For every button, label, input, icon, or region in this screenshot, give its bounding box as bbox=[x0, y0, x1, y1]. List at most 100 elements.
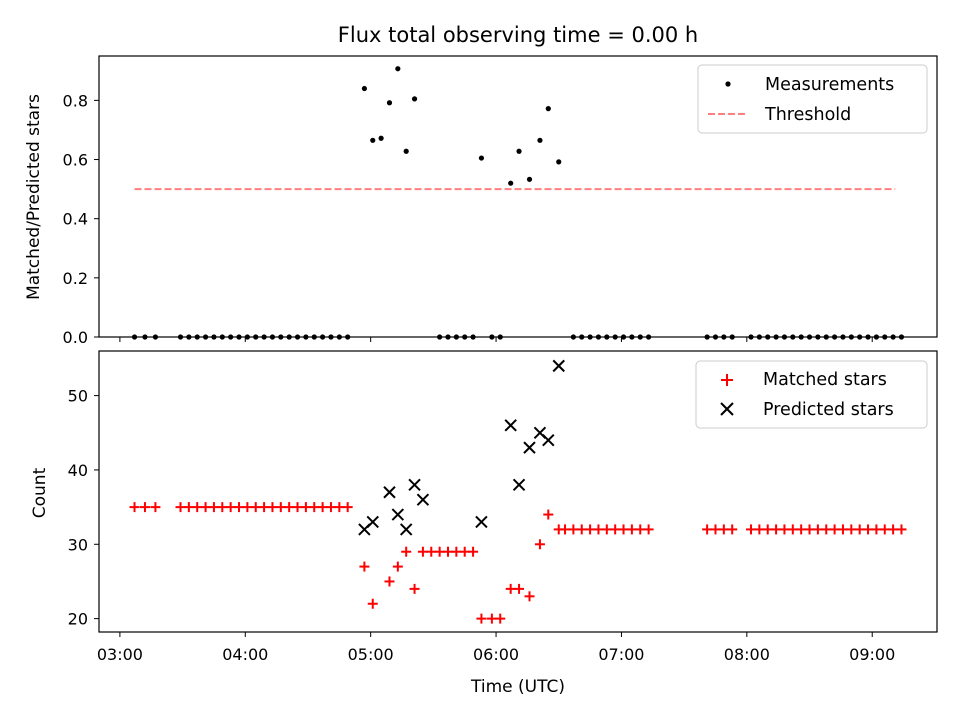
predicted-star-point bbox=[523, 441, 536, 454]
matched-star-point bbox=[200, 502, 211, 513]
x-tick-label: 06:00 bbox=[473, 645, 519, 664]
matched-star-point bbox=[208, 502, 219, 513]
matched-star-point bbox=[367, 598, 378, 609]
x-tick-label: 09:00 bbox=[849, 645, 895, 664]
matched-star-point bbox=[384, 576, 395, 587]
measurement-point bbox=[378, 135, 384, 141]
matched-star-point bbox=[275, 502, 286, 513]
matched-star-point bbox=[560, 524, 571, 535]
x-tick-label: 03:00 bbox=[97, 645, 143, 664]
matched-star-point bbox=[762, 524, 773, 535]
x-stroke-b bbox=[391, 508, 405, 521]
matched-star-point bbox=[837, 524, 848, 535]
predicted-star-point bbox=[408, 478, 421, 492]
matched-star-point bbox=[434, 546, 445, 557]
top-legend-box bbox=[697, 64, 928, 134]
predicted-star-point bbox=[552, 359, 565, 373]
matched-star-point bbox=[317, 502, 328, 513]
matched-star-point bbox=[309, 502, 320, 513]
x-stroke-b bbox=[475, 515, 488, 529]
measurement-point bbox=[526, 176, 533, 182]
bottom-y-axis: 20 30 40 50 bbox=[68, 387, 99, 629]
matched-star-point bbox=[459, 546, 470, 557]
matched-star-point bbox=[250, 502, 261, 513]
matched-star-point bbox=[451, 546, 462, 557]
matched-star-point bbox=[771, 524, 782, 535]
y-tick-label: 20 bbox=[68, 610, 88, 629]
matched-star-point bbox=[514, 583, 525, 594]
matched-star-point bbox=[846, 524, 857, 535]
measurement-point bbox=[370, 137, 376, 143]
matched-star-point bbox=[568, 524, 579, 535]
x-tick-label: 08:00 bbox=[724, 645, 770, 664]
matched-star-point bbox=[871, 524, 882, 535]
x-stroke-b bbox=[552, 359, 565, 373]
matched-star-point bbox=[442, 546, 453, 557]
x-stroke-b bbox=[408, 478, 421, 492]
matched-star-point bbox=[804, 524, 815, 535]
matched-star-point bbox=[409, 583, 420, 594]
matched-star-point bbox=[359, 561, 370, 572]
measurement-point bbox=[395, 66, 401, 72]
x-stroke-b bbox=[366, 515, 379, 529]
matched-star-point bbox=[325, 502, 336, 513]
x-stroke-b bbox=[542, 433, 555, 447]
matched-star-point bbox=[610, 524, 621, 535]
bottom-legend: Matched stars Predicted stars bbox=[695, 360, 928, 429]
matched-star-point bbox=[710, 524, 721, 535]
matched-star-point bbox=[284, 502, 295, 513]
top-legend: Measurements Threshold bbox=[697, 64, 928, 134]
x-stroke-b bbox=[399, 523, 413, 536]
matched-star-point bbox=[746, 524, 757, 535]
matched-star-point bbox=[702, 524, 713, 535]
matched-star-point bbox=[334, 502, 345, 513]
predicted-star-point bbox=[512, 478, 526, 492]
y-tick-label: 0.2 bbox=[63, 269, 88, 288]
measurement-point bbox=[478, 155, 485, 161]
predicted-star-point bbox=[416, 493, 430, 506]
predicted-star-point bbox=[504, 419, 517, 432]
matched-star-point bbox=[234, 502, 245, 513]
matched-star-point bbox=[392, 561, 403, 572]
matched-star-point bbox=[505, 583, 516, 594]
matched-star-point bbox=[787, 524, 798, 535]
matched-star-point bbox=[543, 509, 554, 520]
y-tick-label: 30 bbox=[68, 535, 88, 554]
top-y-axis-label: Matched/Predicted stars bbox=[24, 94, 44, 300]
predicted-star-point bbox=[399, 523, 413, 536]
matched-star-point bbox=[854, 524, 865, 535]
x-stroke-b bbox=[416, 493, 430, 506]
matched-star-point bbox=[534, 539, 545, 550]
matched-star-point bbox=[183, 502, 194, 513]
bottom-x-axis: 03:00 04:00 05:00 06:00 07:00 08:00 09:00 bbox=[97, 632, 895, 664]
x-tick-label: 04:00 bbox=[222, 645, 268, 664]
matched-star-point bbox=[401, 546, 412, 557]
top-panel: Flux total observing time = 0.00 h 0.00.… bbox=[24, 23, 938, 347]
matched-star-point bbox=[486, 613, 497, 624]
measurement-point bbox=[403, 148, 409, 154]
matched-star-point bbox=[626, 524, 637, 535]
matched-star-point bbox=[524, 591, 535, 602]
measurement-point bbox=[508, 180, 514, 186]
matched-star-point bbox=[300, 502, 311, 513]
bottom-legend-box bbox=[695, 360, 928, 429]
predicted-star-point bbox=[383, 486, 396, 499]
y-tick-label: 40 bbox=[68, 461, 88, 480]
y-tick-label: 50 bbox=[68, 387, 88, 406]
x-stroke-b bbox=[383, 486, 396, 499]
matched-star-point bbox=[495, 613, 506, 624]
top-y-axis: 0.0 0.2 0.4 0.6 0.8 bbox=[63, 91, 99, 347]
measurement-point bbox=[361, 85, 368, 92]
legend-marker-predicted bbox=[720, 402, 734, 416]
matched-star-point bbox=[242, 502, 253, 513]
legend-label-threshold: Threshold bbox=[764, 105, 851, 125]
legend-label-predicted: Predicted stars bbox=[763, 400, 894, 420]
matched-star-point bbox=[426, 546, 437, 557]
matched-star-point bbox=[225, 502, 236, 513]
matched-star-point bbox=[888, 524, 899, 535]
measurement-point bbox=[386, 100, 393, 106]
matched-star-point bbox=[635, 524, 646, 535]
legend-marker-matched bbox=[721, 374, 733, 386]
matched-star-point bbox=[601, 524, 612, 535]
